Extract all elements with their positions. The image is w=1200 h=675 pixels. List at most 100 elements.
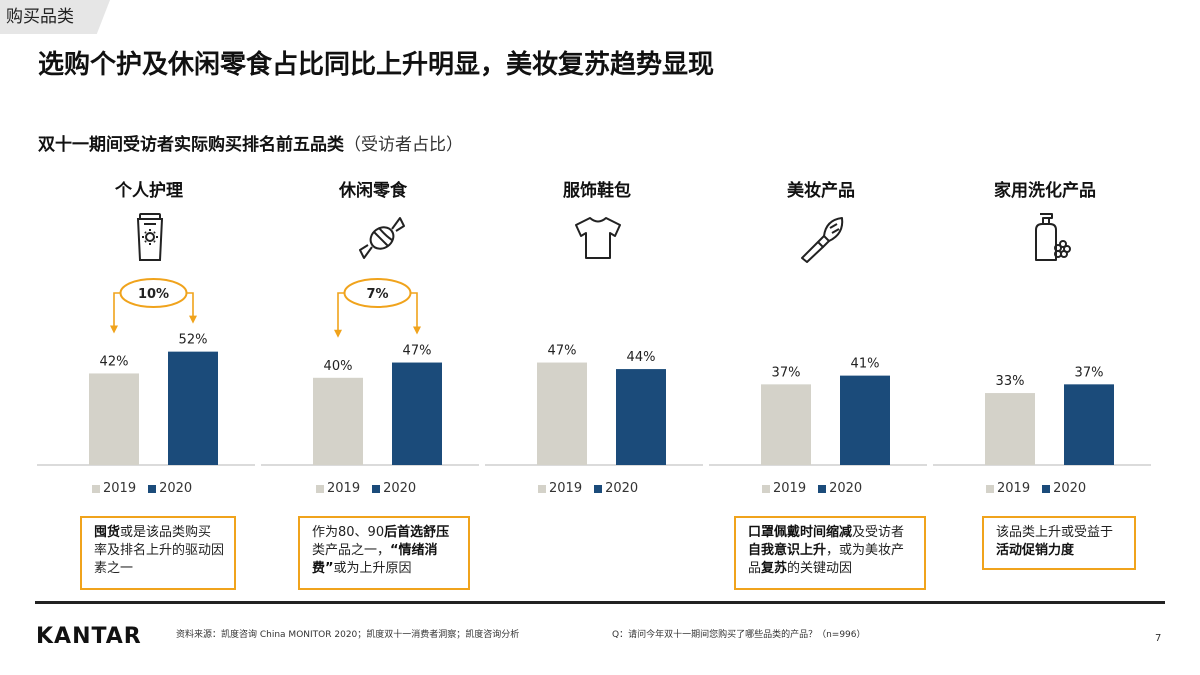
category-title-personal-care: 个人护理 xyxy=(115,181,183,201)
bar-2019 xyxy=(761,384,811,465)
bar-2019 xyxy=(537,362,587,465)
legend-swatch-2019 xyxy=(316,484,324,493)
legend-swatch-2020 xyxy=(148,484,157,493)
bar-2020 xyxy=(840,375,890,465)
legend-swatch-2020 xyxy=(594,484,603,493)
legend-swatch-2019 xyxy=(538,484,546,493)
legend-label: 2019 xyxy=(549,481,583,496)
bar-2019 xyxy=(985,393,1035,465)
legend-item-2019: 2019 xyxy=(762,481,806,496)
callout-bold: 活动促销力度 xyxy=(996,543,1075,558)
category-title-household: 家用洗化产品 xyxy=(994,181,1096,201)
legend-item-2019: 2019 xyxy=(538,481,582,496)
data-label: 40% xyxy=(324,359,353,374)
bar-2020 xyxy=(616,369,666,465)
bar-2019 xyxy=(89,373,139,465)
legend-swatch-2020 xyxy=(372,484,381,493)
callout-bold: 复苏 xyxy=(761,561,788,576)
data-label: 42% xyxy=(100,354,129,369)
change-connector-right xyxy=(410,292,418,333)
subtitle-main: 双十一期间受访者实际购买排名前五品类 xyxy=(38,135,344,155)
legend-label: 2020 xyxy=(383,481,417,496)
category-title-apparel: 服饰鞋包 xyxy=(563,181,631,201)
bar-2020 xyxy=(168,351,218,465)
section-tag: 购买品类 xyxy=(0,0,110,34)
callout-household: 该品类上升或受益于活动促销力度 xyxy=(982,516,1136,570)
legend-swatch-2019 xyxy=(986,484,994,493)
callout-snacks: 作为80、90后首选舒压类产品之一，“情绪消费”或为上升原因 xyxy=(298,516,470,590)
callout-bold: 囤货 xyxy=(94,525,121,540)
arrowhead xyxy=(334,329,342,338)
change-label: 7% xyxy=(366,287,388,302)
legend-swatch-2020 xyxy=(818,484,827,493)
footer-divider xyxy=(35,601,1165,604)
data-label: 47% xyxy=(403,344,432,359)
legend-swatch-2020 xyxy=(1042,484,1051,493)
callout-bold: 后首选舒压 xyxy=(384,525,450,540)
legend-swatch-2019 xyxy=(762,484,770,493)
legend-household: 2019 2020 xyxy=(986,481,1098,496)
bar-2019 xyxy=(313,377,363,465)
legend-item-2020: 2020 xyxy=(148,481,192,496)
legend-item-2020: 2020 xyxy=(1042,481,1086,496)
bar-2020 xyxy=(392,362,442,465)
legend-label: 2020 xyxy=(1053,481,1087,496)
arrowhead xyxy=(110,325,118,334)
legend-item-2019: 2019 xyxy=(316,481,360,496)
legend-label: 2020 xyxy=(829,481,863,496)
data-label: 41% xyxy=(851,357,880,372)
data-label: 33% xyxy=(996,374,1025,389)
callout-bold: 自我意识上升 xyxy=(748,543,827,558)
sunscreen-tube-icon xyxy=(136,213,164,261)
source-note: 资料来源：凯度咨询 China MONITOR 2020；凯度双十一消费者洞察；… xyxy=(176,630,520,640)
legend-label: 2019 xyxy=(997,481,1031,496)
callout-text: ，或为美妆产品 xyxy=(748,543,905,576)
callout-text: 或为上升原因 xyxy=(333,561,412,576)
legend-label: 2020 xyxy=(605,481,639,496)
subtitle-paren: （受访者占比） xyxy=(344,135,463,155)
detergent-bottle-icon xyxy=(1035,213,1071,261)
legend-label: 2019 xyxy=(773,481,807,496)
callout-text: 类产品之一， xyxy=(312,543,391,558)
change-bubble xyxy=(119,278,188,308)
arrowhead xyxy=(189,315,197,324)
legend-item-2020: 2020 xyxy=(372,481,416,496)
callout-text: 及受访者 xyxy=(852,525,905,540)
callout-text: 作为80、90 xyxy=(312,525,385,540)
change-bubble xyxy=(343,278,412,308)
legend-label: 2019 xyxy=(103,481,137,496)
legend-personal-care: 2019 2020 xyxy=(92,481,204,496)
legend-apparel: 2019 2020 xyxy=(538,481,650,496)
category-title-snacks: 休闲零食 xyxy=(339,181,407,201)
data-label: 37% xyxy=(1075,365,1104,380)
survey-question: Q：请问今年双十一期间您购买了哪些品类的产品？（n=996） xyxy=(612,630,866,640)
callout-text: 或是该品类购买率及排名上升的驱动因素之一 xyxy=(94,525,225,576)
legend-label: 2020 xyxy=(159,481,193,496)
callout-text: 的关键动因 xyxy=(787,561,853,576)
legend-item-2019: 2019 xyxy=(986,481,1030,496)
callout-text: 该品类上升或受益于 xyxy=(996,525,1114,540)
page-number: 7 xyxy=(1155,633,1162,644)
arrowhead xyxy=(413,326,421,335)
callout-personal-care: 囤货或是该品类购买率及排名上升的驱动因素之一 xyxy=(80,516,236,590)
callout-bold: “情绪消费” xyxy=(312,543,438,576)
legend-item-2019: 2019 xyxy=(92,481,136,496)
bar-2020 xyxy=(1064,384,1114,465)
data-label: 44% xyxy=(627,350,656,365)
change-connector-right xyxy=(186,292,194,322)
callout-bold: 口罩佩戴时间缩减 xyxy=(748,525,853,540)
legend-snacks: 2019 2020 xyxy=(316,481,428,496)
legend-item-2020: 2020 xyxy=(594,481,638,496)
tshirt-icon xyxy=(575,217,621,259)
candy-icon xyxy=(359,217,405,259)
callout-beauty: 口罩佩戴时间缩减及受访者自我意识上升，或为美妆产品复苏的关键动因 xyxy=(734,516,926,590)
chart-subtitle: 双十一期间受访者实际购买排名前五品类（受访者占比） xyxy=(38,130,463,155)
legend-item-2020: 2020 xyxy=(818,481,862,496)
legend-beauty: 2019 2020 xyxy=(762,481,874,496)
page-title: 选购个护及休闲零食占比同比上升明显，美妆复苏趋势显现 xyxy=(38,50,715,80)
change-connector-left xyxy=(337,292,345,336)
data-label: 52% xyxy=(179,333,208,348)
category-title-beauty: 美妆产品 xyxy=(787,181,855,201)
data-label: 37% xyxy=(772,365,801,380)
